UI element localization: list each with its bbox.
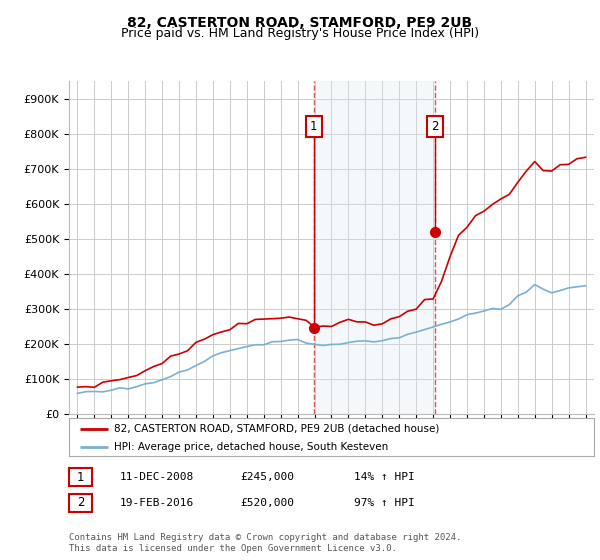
- Text: 19-FEB-2016: 19-FEB-2016: [120, 498, 194, 508]
- Text: 11-DEC-2008: 11-DEC-2008: [120, 472, 194, 482]
- Text: 2: 2: [77, 496, 84, 510]
- Bar: [314, 81, 436, 414]
- Text: 82, CASTERTON ROAD, STAMFORD, PE9 2UB: 82, CASTERTON ROAD, STAMFORD, PE9 2UB: [127, 16, 473, 30]
- Text: Price paid vs. HM Land Registry's House Price Index (HPI): Price paid vs. HM Land Registry's House …: [121, 27, 479, 40]
- Text: 1: 1: [77, 470, 84, 484]
- Text: 97% ↑ HPI: 97% ↑ HPI: [354, 498, 415, 508]
- Text: 14% ↑ HPI: 14% ↑ HPI: [354, 472, 415, 482]
- Text: 2: 2: [431, 120, 439, 133]
- Text: HPI: Average price, detached house, South Kesteven: HPI: Average price, detached house, Sout…: [113, 442, 388, 452]
- Text: Contains HM Land Registry data © Crown copyright and database right 2024.
This d: Contains HM Land Registry data © Crown c…: [69, 533, 461, 553]
- Text: 82, CASTERTON ROAD, STAMFORD, PE9 2UB (detached house): 82, CASTERTON ROAD, STAMFORD, PE9 2UB (d…: [113, 424, 439, 434]
- Text: £520,000: £520,000: [240, 498, 294, 508]
- Text: £245,000: £245,000: [240, 472, 294, 482]
- Text: 1: 1: [310, 120, 317, 133]
